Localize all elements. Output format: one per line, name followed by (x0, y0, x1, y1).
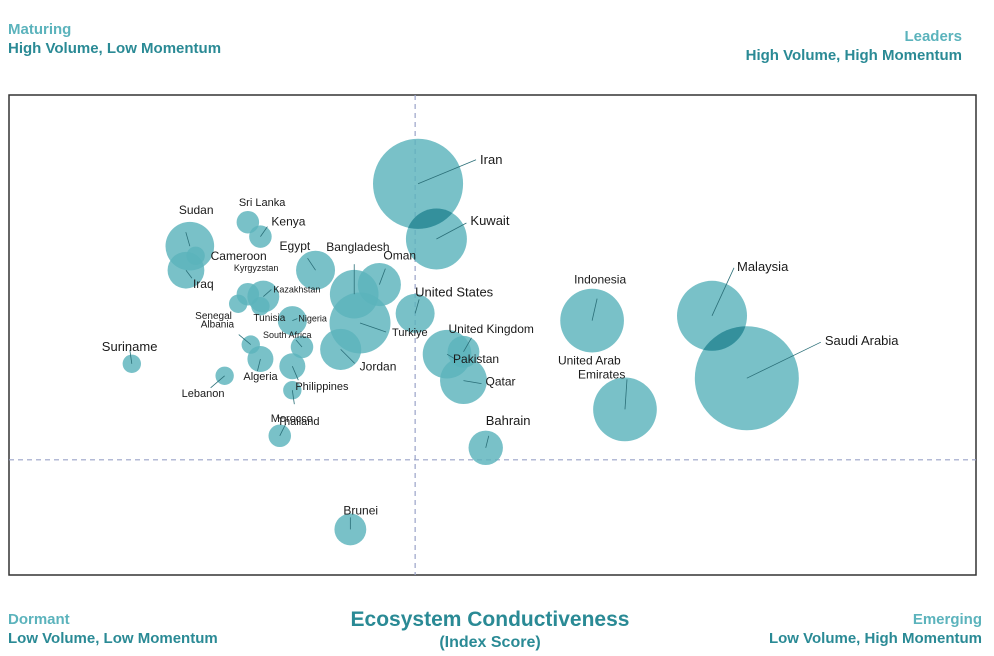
point-label-kuwait: Kuwait (470, 213, 509, 228)
leader-line-united-kingdom (463, 337, 472, 352)
leader-line-albania (238, 334, 252, 345)
point-label-tunisia: Tunisia (253, 313, 285, 324)
leader-line-south-africa (295, 339, 303, 348)
plot-frame (8, 94, 977, 576)
leader-line-algeria (257, 358, 261, 372)
leader-line-indonesia (591, 298, 598, 321)
x-axis-title: Ecosystem Conductiveness (Index Score) (290, 608, 690, 654)
point-label-iran: Iran (480, 152, 502, 167)
bubble-indonesia (560, 288, 624, 353)
leader-line-iraq (185, 269, 193, 279)
leader-line-lebanon (210, 375, 225, 389)
bubble-lebanon (215, 366, 234, 385)
leader-line-thailand (291, 390, 295, 405)
point-label-turkiye: Turkiye (392, 327, 428, 339)
point-label-pakistan: Pakistan (453, 352, 499, 366)
leader-line-iran (417, 159, 477, 185)
point-label-thailand: Thailand (277, 416, 319, 428)
bubble-qatar (440, 357, 487, 405)
point-label-philippines: Philippines (295, 381, 349, 393)
leader-line-united-arab-emirates (624, 379, 628, 410)
point-label-kazakhstan: Kazakhstan (273, 285, 320, 295)
point-label-senegal: Senegal (195, 311, 232, 322)
leader-line-oman (378, 268, 386, 285)
quadrant-desc: High Volume, Low Momentum (8, 40, 222, 57)
point-label-suriname: Suriname (102, 339, 158, 354)
point-label-kyrgyzstan: Kyrgyzstan (234, 263, 279, 273)
point-label-united-kingdom: United Kingdom (448, 322, 533, 336)
quadrant-desc: High Volume, High Momentum (745, 47, 962, 64)
point-label-egypt: Egypt (280, 239, 311, 253)
bubble-tunisia (251, 297, 270, 316)
bubble-united-arab-emirates (593, 377, 657, 442)
point-label-jordan: Jordan (360, 359, 397, 373)
point-label-malaysia: Malaysia (737, 259, 789, 274)
leader-line-qatar (463, 380, 482, 384)
leader-line-sudan (185, 232, 191, 247)
point-label-united-arab-emirates: United Arab Emirates (558, 353, 625, 381)
axis-title-line1: Ecosystem Conductiveness (350, 608, 630, 631)
point-label-cameroon: Cameroon (211, 249, 267, 263)
leader-line-kuwait (436, 222, 467, 240)
quadrant-label-maturing: Maturing High Volume, Low Momentum (8, 20, 221, 58)
point-label-iraq: Iraq (193, 277, 214, 291)
point-label-morocco: Morocco (271, 413, 313, 425)
quadrant-desc: Low Volume, Low Momentum (8, 630, 218, 647)
quadrant-name: Dormant (8, 611, 70, 628)
leader-line-suriname (129, 349, 133, 364)
leader-line-saudi-arabia (746, 341, 821, 379)
point-label-kenya: Kenya (271, 215, 305, 229)
point-label-algeria: Algeria (243, 371, 278, 383)
point-label-brunei: Brunei (343, 503, 378, 517)
bubble-senegal (228, 294, 248, 313)
bubble-cameroon (186, 246, 205, 265)
point-label-oman: Oman (383, 249, 416, 263)
point-label-sudan: Sudan (179, 203, 214, 217)
leader-line-egypt (307, 257, 316, 271)
point-label-nigeria: Nigeria (298, 314, 327, 324)
axis-title-line2: (Index Score) (439, 634, 541, 651)
quadrant-label-emerging: Emerging Low Volume, High Momentum (769, 610, 982, 648)
point-label-albania: Albania (201, 320, 235, 331)
point-label-indonesia: Indonesia (574, 273, 626, 287)
point-label-united-states: United States (415, 284, 494, 299)
quadrant-label-dormant: Dormant Low Volume, Low Momentum (8, 610, 218, 648)
leader-line-pakistan (446, 353, 458, 361)
leader-line-kenya (260, 226, 268, 237)
point-label-bahrain: Bahrain (486, 413, 531, 428)
point-label-lebanon: Lebanon (182, 388, 225, 400)
leader-line-kazakhstan (263, 289, 272, 297)
point-label-saudi-arabia: Saudi Arabia (825, 333, 899, 348)
leader-line-united-states (414, 299, 420, 314)
leader-line-malaysia (711, 267, 735, 316)
leader-line-nigeria (292, 318, 298, 321)
quadrant-name: Maturing (8, 21, 72, 38)
leader-line-philippines (291, 366, 299, 381)
point-label-south-africa: South Africa (263, 330, 312, 340)
point-label-sri-lanka: Sri Lanka (239, 197, 286, 209)
quadrant-desc: Low Volume, High Momentum (768, 630, 982, 647)
bubble-overlap-malaysia-saudi-arabia (694, 326, 748, 351)
leader-line-jordan (340, 349, 355, 364)
quadrant-name: Leaders (904, 28, 962, 45)
leader-line-turkiye (359, 322, 387, 333)
quadrant-label-leaders: Leaders High Volume, High Momentum (746, 27, 962, 65)
point-label-qatar: Qatar (485, 375, 515, 389)
leader-line-morocco (279, 423, 287, 436)
quadrant-name: Emerging (912, 611, 982, 628)
point-label-bangladesh: Bangladesh (326, 240, 389, 254)
leader-line-bahrain (485, 435, 490, 448)
